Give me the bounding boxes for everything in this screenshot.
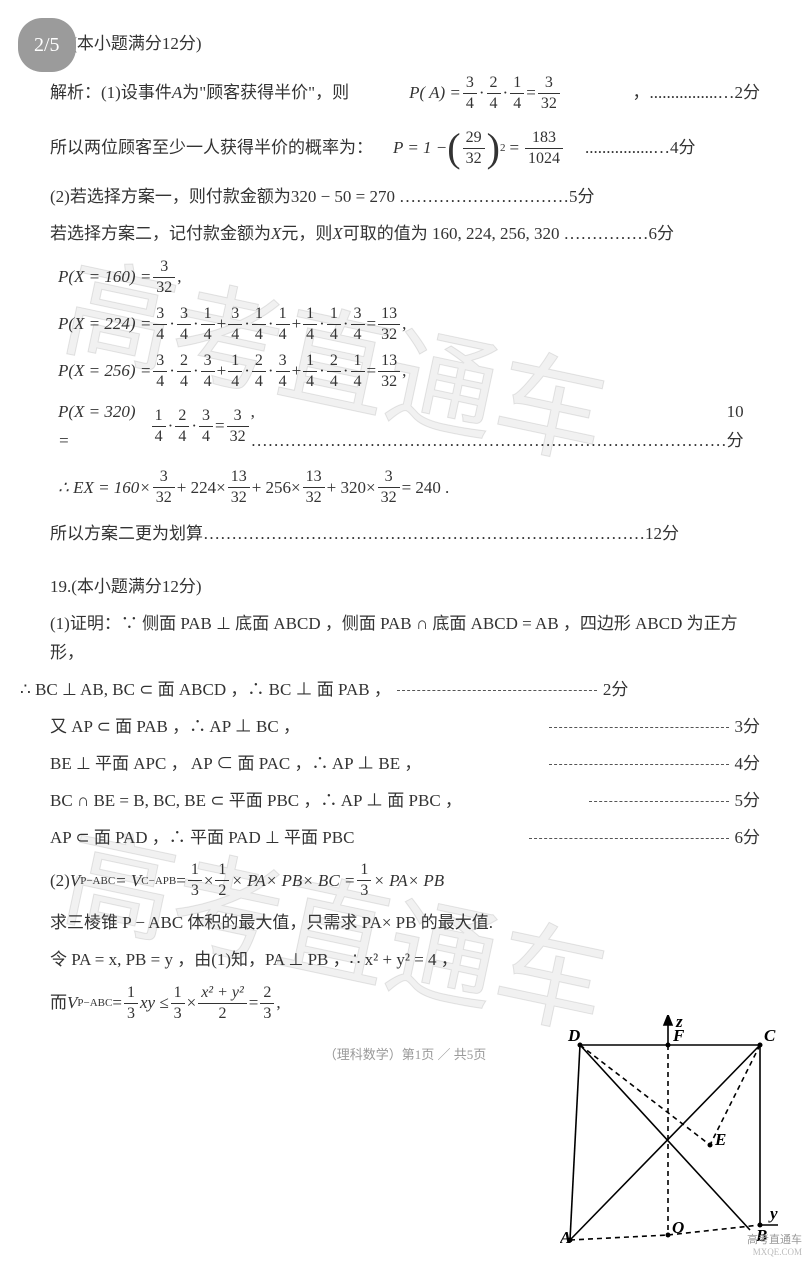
op: × [204, 867, 214, 896]
corner-site: MXQE.COM [747, 1247, 802, 1259]
text: 而 [50, 989, 67, 1018]
pts: 12分 [645, 520, 679, 549]
label-O: O [672, 1218, 684, 1237]
label-C: C [764, 1026, 776, 1045]
eq-px160: P(X = 160) = 332, [50, 257, 760, 298]
expr: 320 − 50 = 270 [291, 183, 395, 212]
pts: 4分 [735, 750, 761, 779]
dots: , ………………………………………………………………………… [251, 398, 727, 456]
label-y: y [768, 1204, 778, 1223]
vals: 可取的值为 160, 224, 256, 320 [343, 220, 560, 249]
eq-px256: P(X = 256) = 34·24·34+ 14·24·34+ 14·24·1… [50, 351, 760, 392]
text: (2)若选择方案一，则付款金额为 [50, 183, 291, 212]
var-X: X [332, 220, 342, 249]
q19-l3: 又 AP ⊂ 面 PAB ，∴ AP ⊥ BC ， 3分 [50, 713, 760, 742]
q19-l1: (1)证明：∵ 侧面 PAB ⊥ 底面 ABCD ，侧面 PAB ∩ 底面 AB… [50, 610, 760, 668]
q18-line1: 解析：(1)设事件 A 为"顾客获得半价"，则 P( A) = 34· 24· … [50, 67, 760, 114]
label-z: z [675, 1015, 683, 1031]
dots: ，................… [633, 79, 735, 108]
corner-watermark: 高考直通车 MXQE.COM [747, 1233, 802, 1259]
text: 所以方案二更为划算 [50, 520, 203, 549]
pts: 10分 [727, 398, 760, 456]
rhs: = 240 [402, 474, 441, 503]
eq: = V [115, 867, 141, 896]
pts: 5分 [569, 183, 595, 212]
v: V [70, 867, 80, 896]
text: 解析：(1)设事件 [50, 79, 172, 108]
q19-l2: ∴ BC ⊥ AB, BC ⊂ 面 ABCD ，∴ BC ⊥ 面 PAB ， 2… [20, 676, 760, 705]
eq-p: P = 1 − [393, 134, 447, 163]
document-content: 18 (本小题满分12分) 解析：(1)设事件 A 为"顾客获得半价"，则 P(… [0, 0, 810, 1086]
text: ∴ BC ⊥ AB, BC ⊂ 面 ABCD ，∴ BC ⊥ 面 PAB ， [20, 676, 391, 705]
text: 若选择方案二，记付款金额为 [50, 220, 271, 249]
dots: ………………………… [399, 183, 569, 212]
q19-l7: (2) VP−ABC = VC−APB = 13 × 12 × PA× PB× … [50, 860, 760, 901]
eq: = [249, 989, 259, 1018]
eq-pa: P( A) = [409, 79, 461, 108]
pts: 6分 [735, 824, 761, 853]
text: 又 AP ⊂ 面 PAB ，∴ AP ⊥ BC ， [50, 713, 300, 742]
var-A: A [172, 79, 182, 108]
pts: 5分 [735, 787, 761, 816]
text: 元，则 [281, 220, 332, 249]
label-E: E [714, 1130, 726, 1149]
lhs: ∴ EX = 160× [58, 474, 151, 503]
op: + 320× [327, 474, 376, 503]
text: BC ∩ BE = B, BC, BE ⊂ 平面 PBC ，∴ AP ⊥ 面 P… [50, 787, 462, 816]
q19-l4: BE ⊥ 平面 APC ， AP ⊂ 面 PAC ，∴ AP ⊥ BE ， 4分 [50, 750, 760, 779]
q18-heading: 18 (本小题满分12分) [50, 30, 760, 59]
dots: …………………………………………………………………… [203, 520, 645, 549]
sub: P−ABC [80, 872, 115, 891]
op: × [187, 989, 197, 1018]
text: 所以两位顾客至少一人获得半价的概率为： [50, 134, 373, 163]
q18-line3: (2)若选择方案一，则付款金额为 320 − 50 = 270 ……………………… [50, 177, 760, 212]
dots: ................… [585, 134, 670, 163]
q19-heading: 19.(本小题满分12分) [50, 557, 760, 602]
eq: = [176, 867, 186, 896]
q18-line2: 所以两位顾客至少一人获得半价的概率为： P = 1 − (2932)2 = 18… [50, 122, 760, 169]
eq: = [112, 989, 122, 1018]
text: (2) [50, 867, 70, 896]
v: V [67, 989, 77, 1018]
op: + 256× [252, 474, 301, 503]
q18-conclusion: 所以方案二更为划算 …………………………………………………………………… 12分 [50, 514, 760, 549]
q19-l6: AP ⊂ 面 PAD ，∴ 平面 PAD ⊥ 平面 PBC 6分 [50, 824, 760, 853]
var-X: X [271, 220, 281, 249]
eq: = [509, 134, 519, 163]
text: AP ⊂ 面 PAD ，∴ 平面 PAD ⊥ 平面 PBC [50, 824, 354, 853]
eq-ex: ∴ EX = 160× 332 + 224× 1332 + 256× 1332 … [50, 461, 760, 508]
corner-text: 高考直通车 [747, 1233, 802, 1247]
op: + 224× [177, 474, 226, 503]
pts: 2分 [603, 676, 629, 705]
sub: P−ABC [77, 994, 112, 1013]
pts: 6分 [649, 220, 675, 249]
lhs: P(X = 320) = [58, 398, 150, 456]
txt: xy ≤ [140, 989, 169, 1018]
q19-l8: 求三棱锥 P − ABC 体积的最大值，只需求 PA× PB 的最大值. [50, 909, 760, 938]
text: × PA× PB [373, 867, 444, 896]
dots: …………… [564, 220, 649, 249]
text: BE ⊥ 平面 APC ， AP ⊂ 面 PAC ，∴ AP ⊥ BE ， [50, 750, 421, 779]
geometry-diagram: D F C E A O B z y [560, 1015, 780, 1245]
pts: 3分 [735, 713, 761, 742]
q19-l9: 令 PA = x, PB = y ，由(1)知，PA ⊥ PB ，∴ x² + … [50, 946, 760, 975]
page-indicator-badge: 2/5 [18, 18, 76, 72]
text: 为"顾客获得半价"，则 [182, 79, 349, 108]
pts: 2分 [735, 79, 761, 108]
sub: C−APB [141, 872, 176, 891]
q19-l5: BC ∩ BE = B, BC, BE ⊂ 平面 PBC ，∴ AP ⊥ 面 P… [50, 787, 760, 816]
lhs: P(X = 256) = [58, 357, 151, 386]
eq-px224: P(X = 224) = 34·34·14+ 34·14·14+ 14·14·3… [50, 304, 760, 345]
lhs: P(X = 224) = [58, 310, 151, 339]
lhs: P(X = 160) = [58, 263, 151, 292]
text: × PA× PB× BC = [231, 867, 355, 896]
label-D: D [567, 1026, 580, 1045]
eq-px320: P(X = 320) = 14·24·34= 332 , ……………………………… [50, 398, 760, 456]
q18-line4: 若选择方案二，记付款金额为 X 元，则 X 可取的值为 160, 224, 25… [50, 220, 760, 249]
pts: 4分 [670, 134, 696, 163]
